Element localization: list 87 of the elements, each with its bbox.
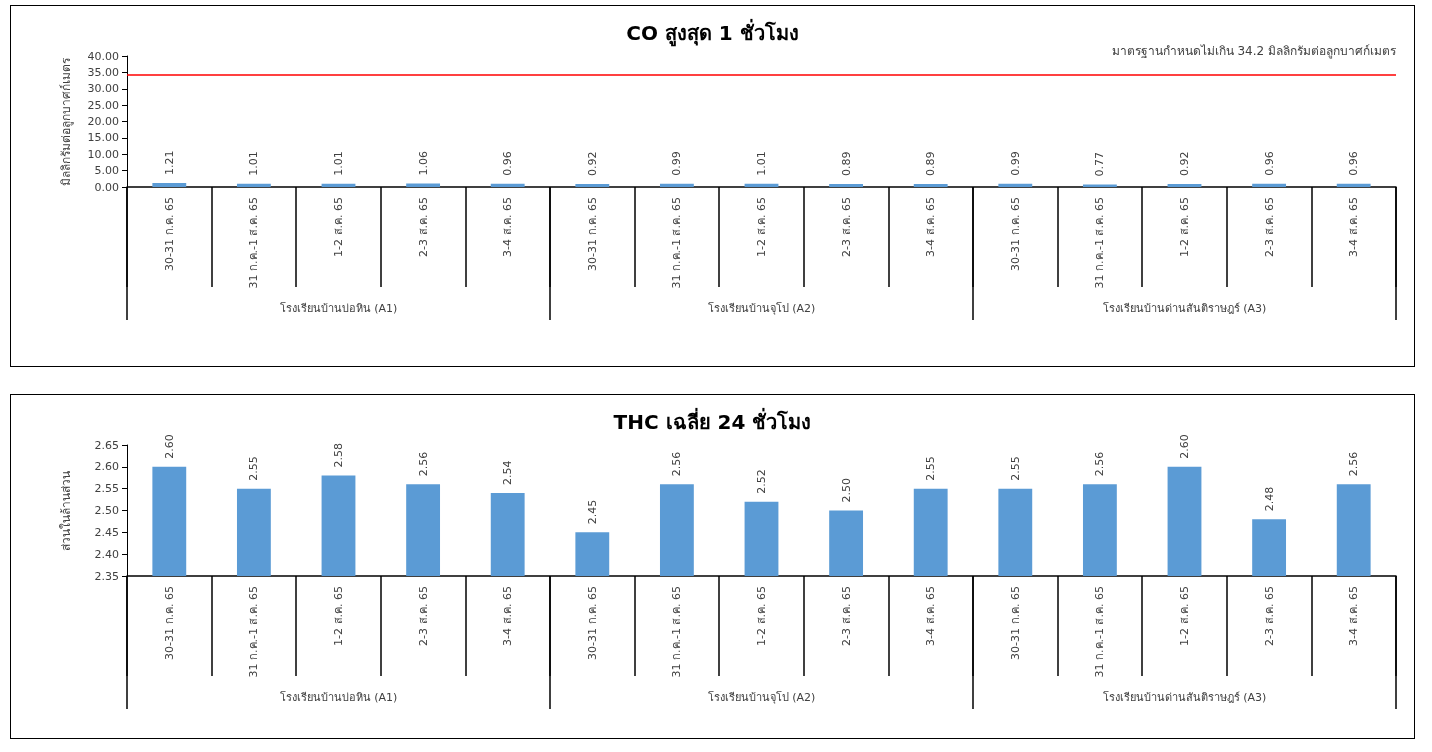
y-tick-label: 35.00	[87, 65, 119, 79]
y-axis-title: ส่วนในล้านส่วน	[59, 470, 73, 551]
x-tick-label: 2-3 ส.ค. 65	[416, 586, 430, 646]
data-label: 2.58	[332, 443, 345, 468]
data-label: 1.21	[162, 150, 176, 176]
data-label: 1.01	[755, 151, 768, 176]
y-tick-label: 2.60	[94, 460, 119, 474]
x-tick-label: 2-3 ส.ค. 65	[416, 197, 430, 257]
data-label: 0.92	[1178, 151, 1191, 176]
x-tick-label: 3-4 ส.ค. 65	[1347, 197, 1361, 257]
data-label: 0.92	[585, 151, 599, 176]
data-label: 1.06	[416, 151, 430, 176]
data-label: 2.54	[501, 460, 515, 486]
text: โรงเรียนบ้านจุโป (A2)	[707, 301, 816, 315]
data-label: 0.77	[1093, 151, 1107, 177]
x-tick-label: 2-3 ส.ค. 65	[1262, 586, 1276, 646]
data-label: 2.55	[247, 456, 261, 481]
data-label: 2.56	[670, 451, 684, 477]
ref-line-label: มาตรฐานกำหนดไม่เกิน 34.2 มิลลิกรัมต่อลูกบาศก์เมตร	[1111, 43, 1397, 59]
x-tick-label: 31 ก.ค.-1 ส.ค. 65	[670, 197, 684, 289]
x-tick-label: 1-2 ส.ค. 65	[1178, 586, 1191, 646]
y-tick-label: 2.35	[94, 569, 119, 583]
data-label: 2.52	[755, 469, 768, 494]
y-tick-label: 2.45	[94, 525, 119, 539]
x-tick-label: 30-31 ก.ค. 65	[162, 586, 176, 660]
data-label: 1.01	[247, 151, 261, 176]
data-label: 0.96	[1347, 151, 1361, 176]
data-label: 0.99	[670, 151, 684, 176]
x-tick-label: 1-2 ส.ค. 65	[332, 197, 345, 257]
data-label: 2.48	[1262, 486, 1276, 512]
x-tick-label: 31 ก.ค.-1 ส.ค. 65	[1093, 586, 1107, 678]
chart-title: THC เฉลี่ย 24 ชั่วโมง	[613, 407, 812, 434]
x-tick-label: 30-31 ก.ค. 65	[585, 197, 599, 271]
data-label: 2.56	[1347, 451, 1361, 477]
y-tick-label: 40.00	[87, 49, 119, 63]
y-tick-label: 2.40	[94, 547, 119, 561]
x-tick-label: 30-31 ก.ค. 65	[1008, 197, 1022, 271]
x-tick-label: 3-4 ส.ค. 65	[1347, 586, 1361, 646]
x-tick-label: 31 ก.ค.-1 ส.ค. 65	[247, 586, 261, 678]
x-tick-label: 3-4 ส.ค. 65	[501, 197, 515, 257]
text: โรงเรียนบ้านด่านสันติราษฎร์ (A3)	[1102, 301, 1267, 315]
x-tick-label: 31 ก.ค.-1 ส.ค. 65	[247, 197, 261, 289]
x-tick-label: 31 ก.ค.-1 ส.ค. 65	[670, 586, 684, 678]
x-tick-label: 2-3 ส.ค. 65	[1262, 197, 1276, 257]
data-label: 1.01	[332, 151, 345, 176]
data-label: 2.55	[1008, 456, 1022, 481]
text: โรงเรียนบ้านจุโป (A2)	[707, 690, 816, 704]
data-label: 2.55	[924, 456, 938, 481]
data-label: 2.60	[162, 434, 176, 459]
y-tick-label: 20.00	[87, 115, 119, 128]
y-tick-label: 15.00	[87, 131, 119, 145]
x-tick-label: 1-2 ส.ค. 65	[332, 586, 345, 646]
data-label: 0.99	[1008, 151, 1022, 176]
y-tick-label: 2.65	[94, 438, 119, 452]
x-tick-label: 2-3 ส.ค. 65	[839, 197, 853, 257]
y-tick-label: 10.00	[87, 147, 119, 161]
y-tick-label: 25.00	[87, 98, 119, 112]
text: โรงเรียนบ้านบ่อหิน (A1)	[279, 301, 398, 315]
x-tick-label: 30-31 ก.ค. 65	[1008, 586, 1022, 660]
text: โรงเรียนบ้านบ่อหิน (A1)	[279, 690, 398, 704]
data-label: 0.89	[924, 151, 938, 177]
x-tick-label: 31 ก.ค.-1 ส.ค. 65	[1093, 197, 1107, 289]
y-tick-label: 0.00	[94, 180, 119, 194]
y-tick-label: 5.00	[94, 164, 119, 178]
x-tick-label: 3-4 ส.ค. 65	[501, 586, 515, 646]
data-label: 2.56	[1093, 451, 1107, 477]
x-tick-label: 30-31 ก.ค. 65	[162, 197, 176, 271]
data-label: 2.56	[416, 451, 430, 477]
x-tick-label: 1-2 ส.ค. 65	[755, 197, 768, 257]
x-tick-label: 3-4 ส.ค. 65	[924, 197, 938, 257]
x-tick-label: 1-2 ส.ค. 65	[755, 586, 768, 646]
data-label: 2.50	[839, 478, 853, 503]
y-tick-label: 2.55	[94, 482, 119, 496]
x-tick-label: 30-31 ก.ค. 65	[585, 586, 599, 660]
x-tick-label: 3-4 ส.ค. 65	[924, 586, 938, 646]
y-tick-label: 30.00	[87, 82, 119, 96]
data-label: 2.45	[585, 499, 599, 525]
x-tick-label: 2-3 ส.ค. 65	[839, 586, 853, 646]
x-tick-label: 1-2 ส.ค. 65	[1178, 197, 1191, 257]
data-label: 0.96	[501, 151, 515, 176]
data-label: 0.96	[1262, 151, 1276, 176]
data-label: 0.89	[839, 151, 853, 177]
chart-title: CO สูงสุด 1 ชั่วโมง	[626, 18, 799, 47]
y-tick-label: 2.50	[94, 504, 119, 517]
y-axis-title: มิลลิกรัมต่อลูกบาศก์เมตร	[59, 56, 74, 186]
text: โรงเรียนบ้านด่านสันติราษฎร์ (A3)	[1102, 690, 1267, 704]
data-label: 2.60	[1178, 434, 1191, 459]
